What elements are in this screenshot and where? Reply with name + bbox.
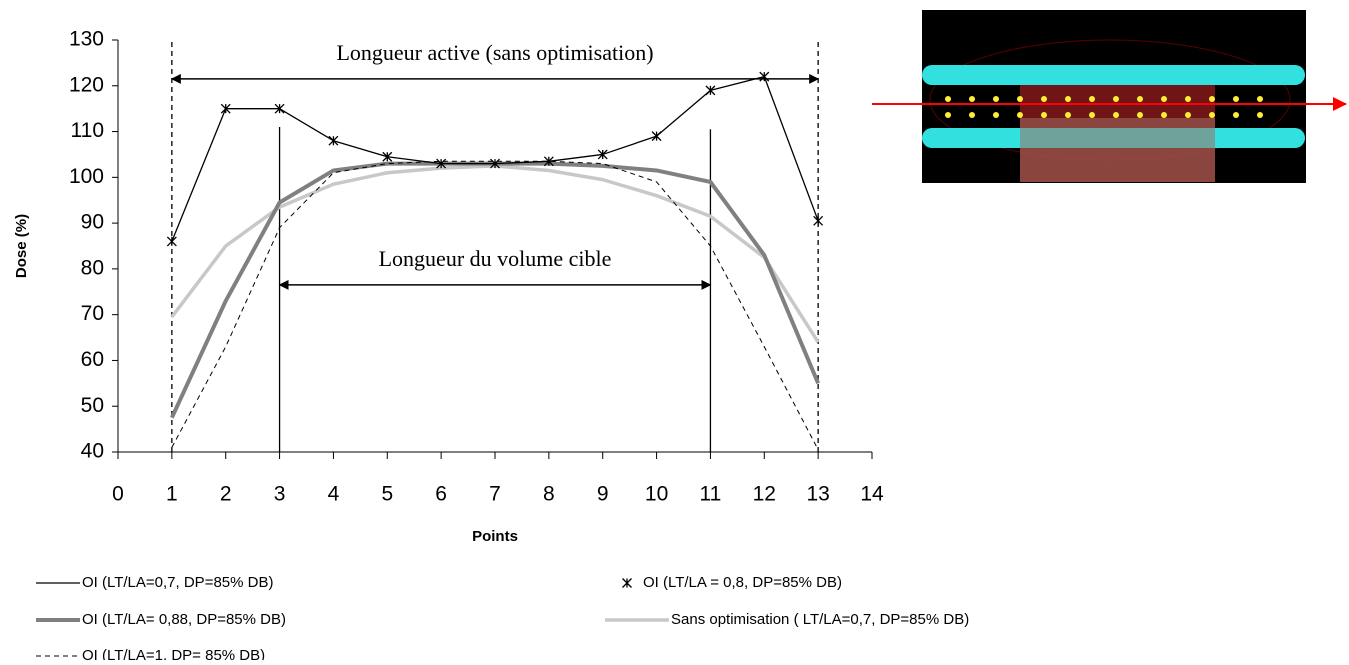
annotation-text: Longueur active (sans optimisation) xyxy=(336,40,653,65)
y-tick-label: 110 xyxy=(71,119,104,142)
x-tick-label: 4 xyxy=(328,483,340,506)
y-tick-label: 50 xyxy=(81,394,104,417)
x-tick-label: 10 xyxy=(645,483,668,506)
series-line xyxy=(170,161,820,419)
x-tick-label: 5 xyxy=(381,483,393,506)
inset-image xyxy=(872,10,1347,183)
y-tick-label: 80 xyxy=(81,256,104,279)
x-tick-label: 6 xyxy=(435,483,447,506)
star-marker xyxy=(813,215,824,226)
x-tick-label: 0 xyxy=(112,483,124,506)
star-marker xyxy=(166,236,177,247)
star-marker xyxy=(543,156,554,167)
x-tick-label: 11 xyxy=(700,483,722,506)
legend-label: OI (LT/LA=0,7, DP=85% DB) xyxy=(82,574,273,591)
y-tick-label: 130 xyxy=(69,28,104,51)
star-marker xyxy=(220,103,231,114)
star-marker xyxy=(436,158,447,169)
x-axis-label: Points xyxy=(472,528,518,545)
legend-label: OI (LT/LA = 0,8, DP=85% DB) xyxy=(643,574,842,591)
x-tick-label: 7 xyxy=(489,483,501,506)
y-tick-label: 40 xyxy=(81,440,104,463)
x-tick-label: 13 xyxy=(806,483,829,506)
star-marker xyxy=(490,158,500,169)
star-marker xyxy=(759,71,770,82)
y-tick-label: 70 xyxy=(81,302,104,325)
y-tick-label: 100 xyxy=(69,165,104,188)
legend-marker xyxy=(622,578,632,588)
x-tick-label: 8 xyxy=(543,483,555,506)
annotation-text: Longueur du volume cible xyxy=(379,246,612,271)
x-tick-label: 1 xyxy=(166,483,178,506)
legend-label: Sans optimisation ( LT/LA=0,7, DP=85% DB… xyxy=(671,611,969,628)
star-marker xyxy=(274,103,285,114)
series-line xyxy=(171,160,819,450)
x-tick-label: 14 xyxy=(860,483,884,506)
star-marker xyxy=(597,149,608,160)
y-axis-label: Dose (%) xyxy=(13,214,30,278)
x-tick-label: 2 xyxy=(220,483,232,506)
legend-label: OI (LT/LA=1, DP= 85% DB) xyxy=(82,647,265,660)
star-marker xyxy=(382,151,393,162)
star-marker xyxy=(705,85,716,96)
x-tick-label: 3 xyxy=(274,483,286,506)
y-tick-label: 90 xyxy=(81,211,104,234)
star-marker xyxy=(651,131,662,142)
star-marker xyxy=(328,135,339,146)
legend-label: OI (LT/LA= 0,88, DP=85% DB) xyxy=(82,611,286,628)
y-tick-label: 120 xyxy=(69,73,104,96)
y-tick-label: 60 xyxy=(81,348,104,371)
x-tick-label: 12 xyxy=(753,483,776,506)
x-tick-label: 9 xyxy=(597,483,609,506)
